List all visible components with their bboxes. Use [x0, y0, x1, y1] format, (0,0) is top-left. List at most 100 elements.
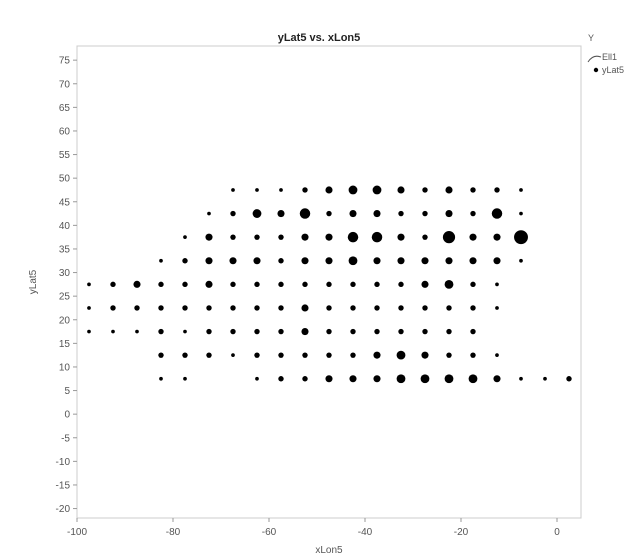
data-point — [183, 235, 187, 240]
data-point — [350, 328, 356, 335]
data-point — [183, 329, 187, 334]
data-point — [422, 187, 428, 193]
data-point — [445, 257, 453, 265]
y-tick-label: 5 — [64, 386, 70, 397]
y-tick-label: 15 — [59, 339, 71, 350]
data-point — [87, 282, 91, 287]
y-tick-label: 45 — [59, 197, 71, 208]
y-tick-label: 40 — [59, 221, 71, 232]
y-tick-label: 60 — [59, 126, 71, 137]
legend-dot-icon — [593, 67, 599, 73]
data-point — [398, 281, 404, 288]
legend-label-ylat5: yLat5 — [602, 65, 624, 75]
data-point — [254, 305, 260, 311]
data-point — [493, 257, 501, 265]
data-point — [347, 231, 359, 243]
data-point — [278, 234, 284, 240]
legend-ellipse-icon — [587, 55, 602, 63]
data-point — [110, 305, 116, 311]
data-point — [493, 233, 501, 241]
data-point — [326, 281, 332, 288]
data-point — [254, 352, 260, 358]
y-tick-label: -10 — [56, 457, 71, 468]
x-tick-label: -80 — [166, 527, 181, 538]
data-point — [230, 305, 236, 311]
data-point — [182, 258, 188, 264]
data-point — [302, 187, 308, 193]
data-point — [326, 328, 332, 335]
data-point — [325, 375, 333, 383]
data-point — [182, 352, 188, 358]
data-point — [326, 352, 332, 358]
data-point — [205, 257, 213, 265]
data-point — [491, 208, 503, 219]
data-point — [469, 257, 477, 265]
data-point — [230, 210, 236, 217]
data-point — [206, 352, 212, 358]
data-point — [493, 375, 501, 383]
data-point — [350, 281, 356, 288]
data-point — [277, 210, 285, 218]
data-point — [229, 257, 237, 265]
data-point — [446, 305, 452, 311]
x-tick-label: -60 — [262, 527, 277, 538]
data-point — [278, 328, 284, 335]
data-point — [349, 375, 357, 383]
data-point — [519, 258, 523, 263]
data-point — [302, 376, 308, 382]
data-point — [495, 306, 499, 310]
data-point — [182, 281, 188, 288]
y-axis: -20 -15 -10 -5 0 5 10 15 20 25 30 35 40 45 50 55 60 65 70 7… — [56, 56, 77, 515]
data-point — [398, 328, 404, 335]
x-tick-label: -40 — [358, 527, 373, 538]
data-point — [442, 231, 456, 244]
data-point — [325, 257, 333, 265]
data-point — [470, 187, 476, 193]
data-point — [206, 305, 212, 311]
data-point — [397, 233, 405, 241]
data-point — [374, 305, 380, 311]
data-point — [279, 188, 283, 192]
data-point — [325, 186, 333, 194]
legend-label-ell1: Ell1 — [602, 52, 617, 62]
data-point — [420, 374, 430, 384]
data-point — [278, 352, 284, 358]
data-point — [255, 188, 259, 192]
data-point — [158, 328, 164, 335]
data-point — [159, 376, 163, 381]
data-point — [469, 233, 477, 241]
data-point — [421, 257, 429, 265]
data-point — [231, 188, 235, 192]
y-tick-label: 55 — [59, 150, 71, 161]
y-tick-label: 50 — [59, 174, 71, 185]
x-axis: -100 -80 -60 -40 -20 0 — [67, 518, 560, 538]
data-point — [252, 209, 262, 218]
data-point — [158, 305, 164, 311]
data-point — [183, 376, 187, 381]
legend-title: Y — [588, 33, 594, 43]
data-point — [253, 257, 261, 265]
data-point — [255, 376, 259, 381]
data-points — [87, 185, 572, 384]
data-point — [299, 208, 311, 219]
data-point — [350, 352, 356, 358]
data-point — [374, 281, 380, 288]
y-axis-title: yLat5 — [28, 269, 39, 294]
data-point — [444, 374, 454, 384]
data-point — [206, 328, 212, 335]
data-point — [87, 306, 91, 310]
data-point — [398, 210, 404, 217]
data-point — [397, 257, 405, 265]
data-point — [470, 281, 476, 288]
legend[interactable]: Y Ell1 yLat5 — [587, 33, 624, 75]
data-point — [110, 281, 116, 288]
data-point — [373, 210, 381, 218]
data-point — [396, 374, 406, 384]
data-point — [254, 234, 260, 240]
data-point — [373, 351, 381, 359]
data-point — [422, 328, 428, 335]
data-point — [396, 350, 406, 360]
y-tick-label: 30 — [59, 268, 71, 279]
data-point — [519, 211, 523, 216]
data-point — [514, 230, 528, 245]
